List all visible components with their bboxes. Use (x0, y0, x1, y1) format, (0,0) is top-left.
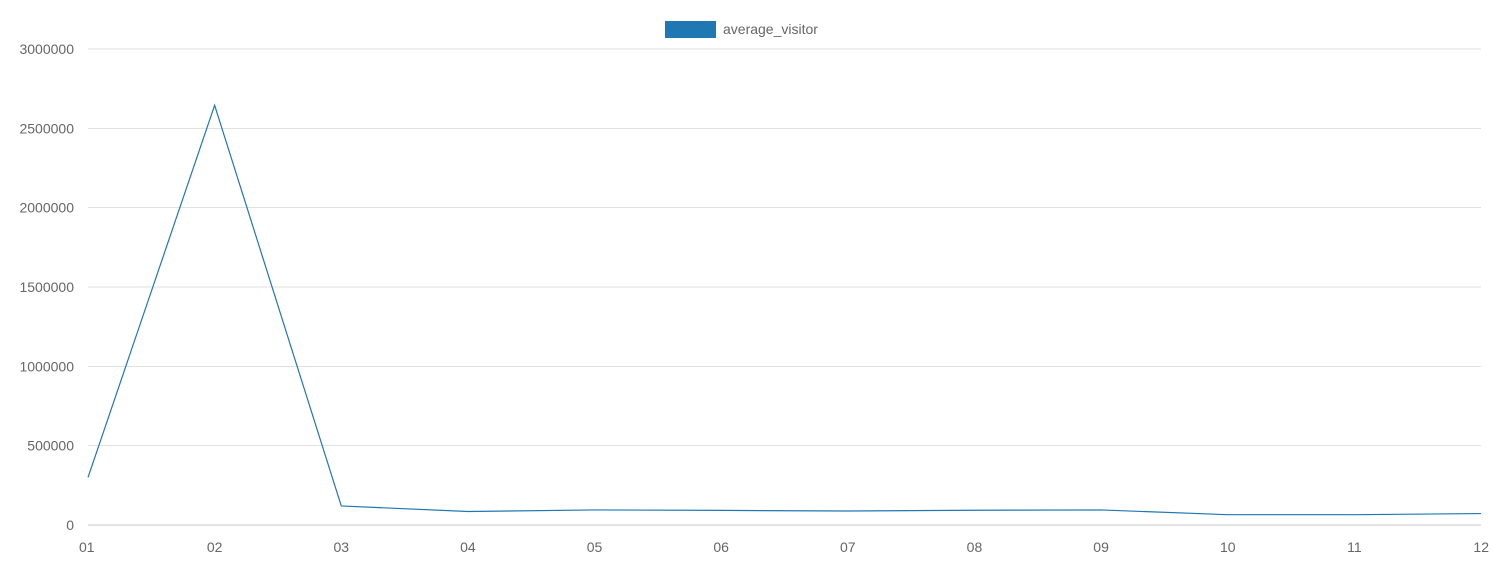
legend-swatch[interactable] (665, 21, 716, 38)
x-tick-label: 02 (207, 539, 223, 555)
data-point[interactable] (1098, 507, 1104, 513)
x-tick-label: 09 (1093, 539, 1109, 555)
data-point[interactable] (718, 507, 724, 513)
data-point[interactable] (465, 509, 471, 515)
data-point[interactable] (1225, 512, 1231, 518)
data-point[interactable] (971, 507, 977, 513)
series-layer (85, 102, 1484, 518)
x-axis: 01 02 03 04 05 06 07 08 09 10 11 12 (79, 539, 1489, 555)
x-tick-label: 12 (1473, 539, 1489, 555)
x-tick-label: 11 (1347, 539, 1362, 555)
data-point[interactable] (338, 503, 344, 509)
y-tick-label: 0 (66, 517, 74, 533)
legend[interactable]: average_visitor (665, 21, 818, 38)
x-tick-label: 10 (1220, 539, 1236, 555)
data-point[interactable] (85, 474, 91, 480)
y-tick-label: 1000000 (19, 358, 74, 374)
y-axis: 0 500000 1000000 1500000 2000000 2500000 30000… (19, 41, 74, 533)
y-tick-label: 3000000 (19, 41, 74, 57)
data-point[interactable] (845, 508, 851, 514)
data-point[interactable] (212, 102, 218, 108)
grid-lines (88, 48, 1481, 526)
y-tick-label: 1500000 (19, 279, 74, 295)
data-point[interactable] (1478, 511, 1484, 517)
y-tick-label: 2500000 (19, 120, 74, 136)
data-point[interactable] (592, 507, 598, 513)
data-point[interactable] (1351, 512, 1357, 518)
x-tick-label: 05 (587, 539, 603, 555)
y-tick-label: 2000000 (19, 200, 74, 216)
x-tick-label: 07 (840, 539, 856, 555)
x-tick-label: 04 (460, 539, 476, 555)
y-tick-label: 500000 (27, 438, 74, 454)
x-tick-label: 01 (79, 539, 95, 555)
x-tick-label: 08 (967, 539, 983, 555)
x-tick-label: 03 (333, 539, 349, 555)
series-line-average-visitor[interactable] (87, 103, 1482, 516)
legend-label[interactable]: average_visitor (723, 21, 818, 37)
x-tick-label: 06 (713, 539, 729, 555)
